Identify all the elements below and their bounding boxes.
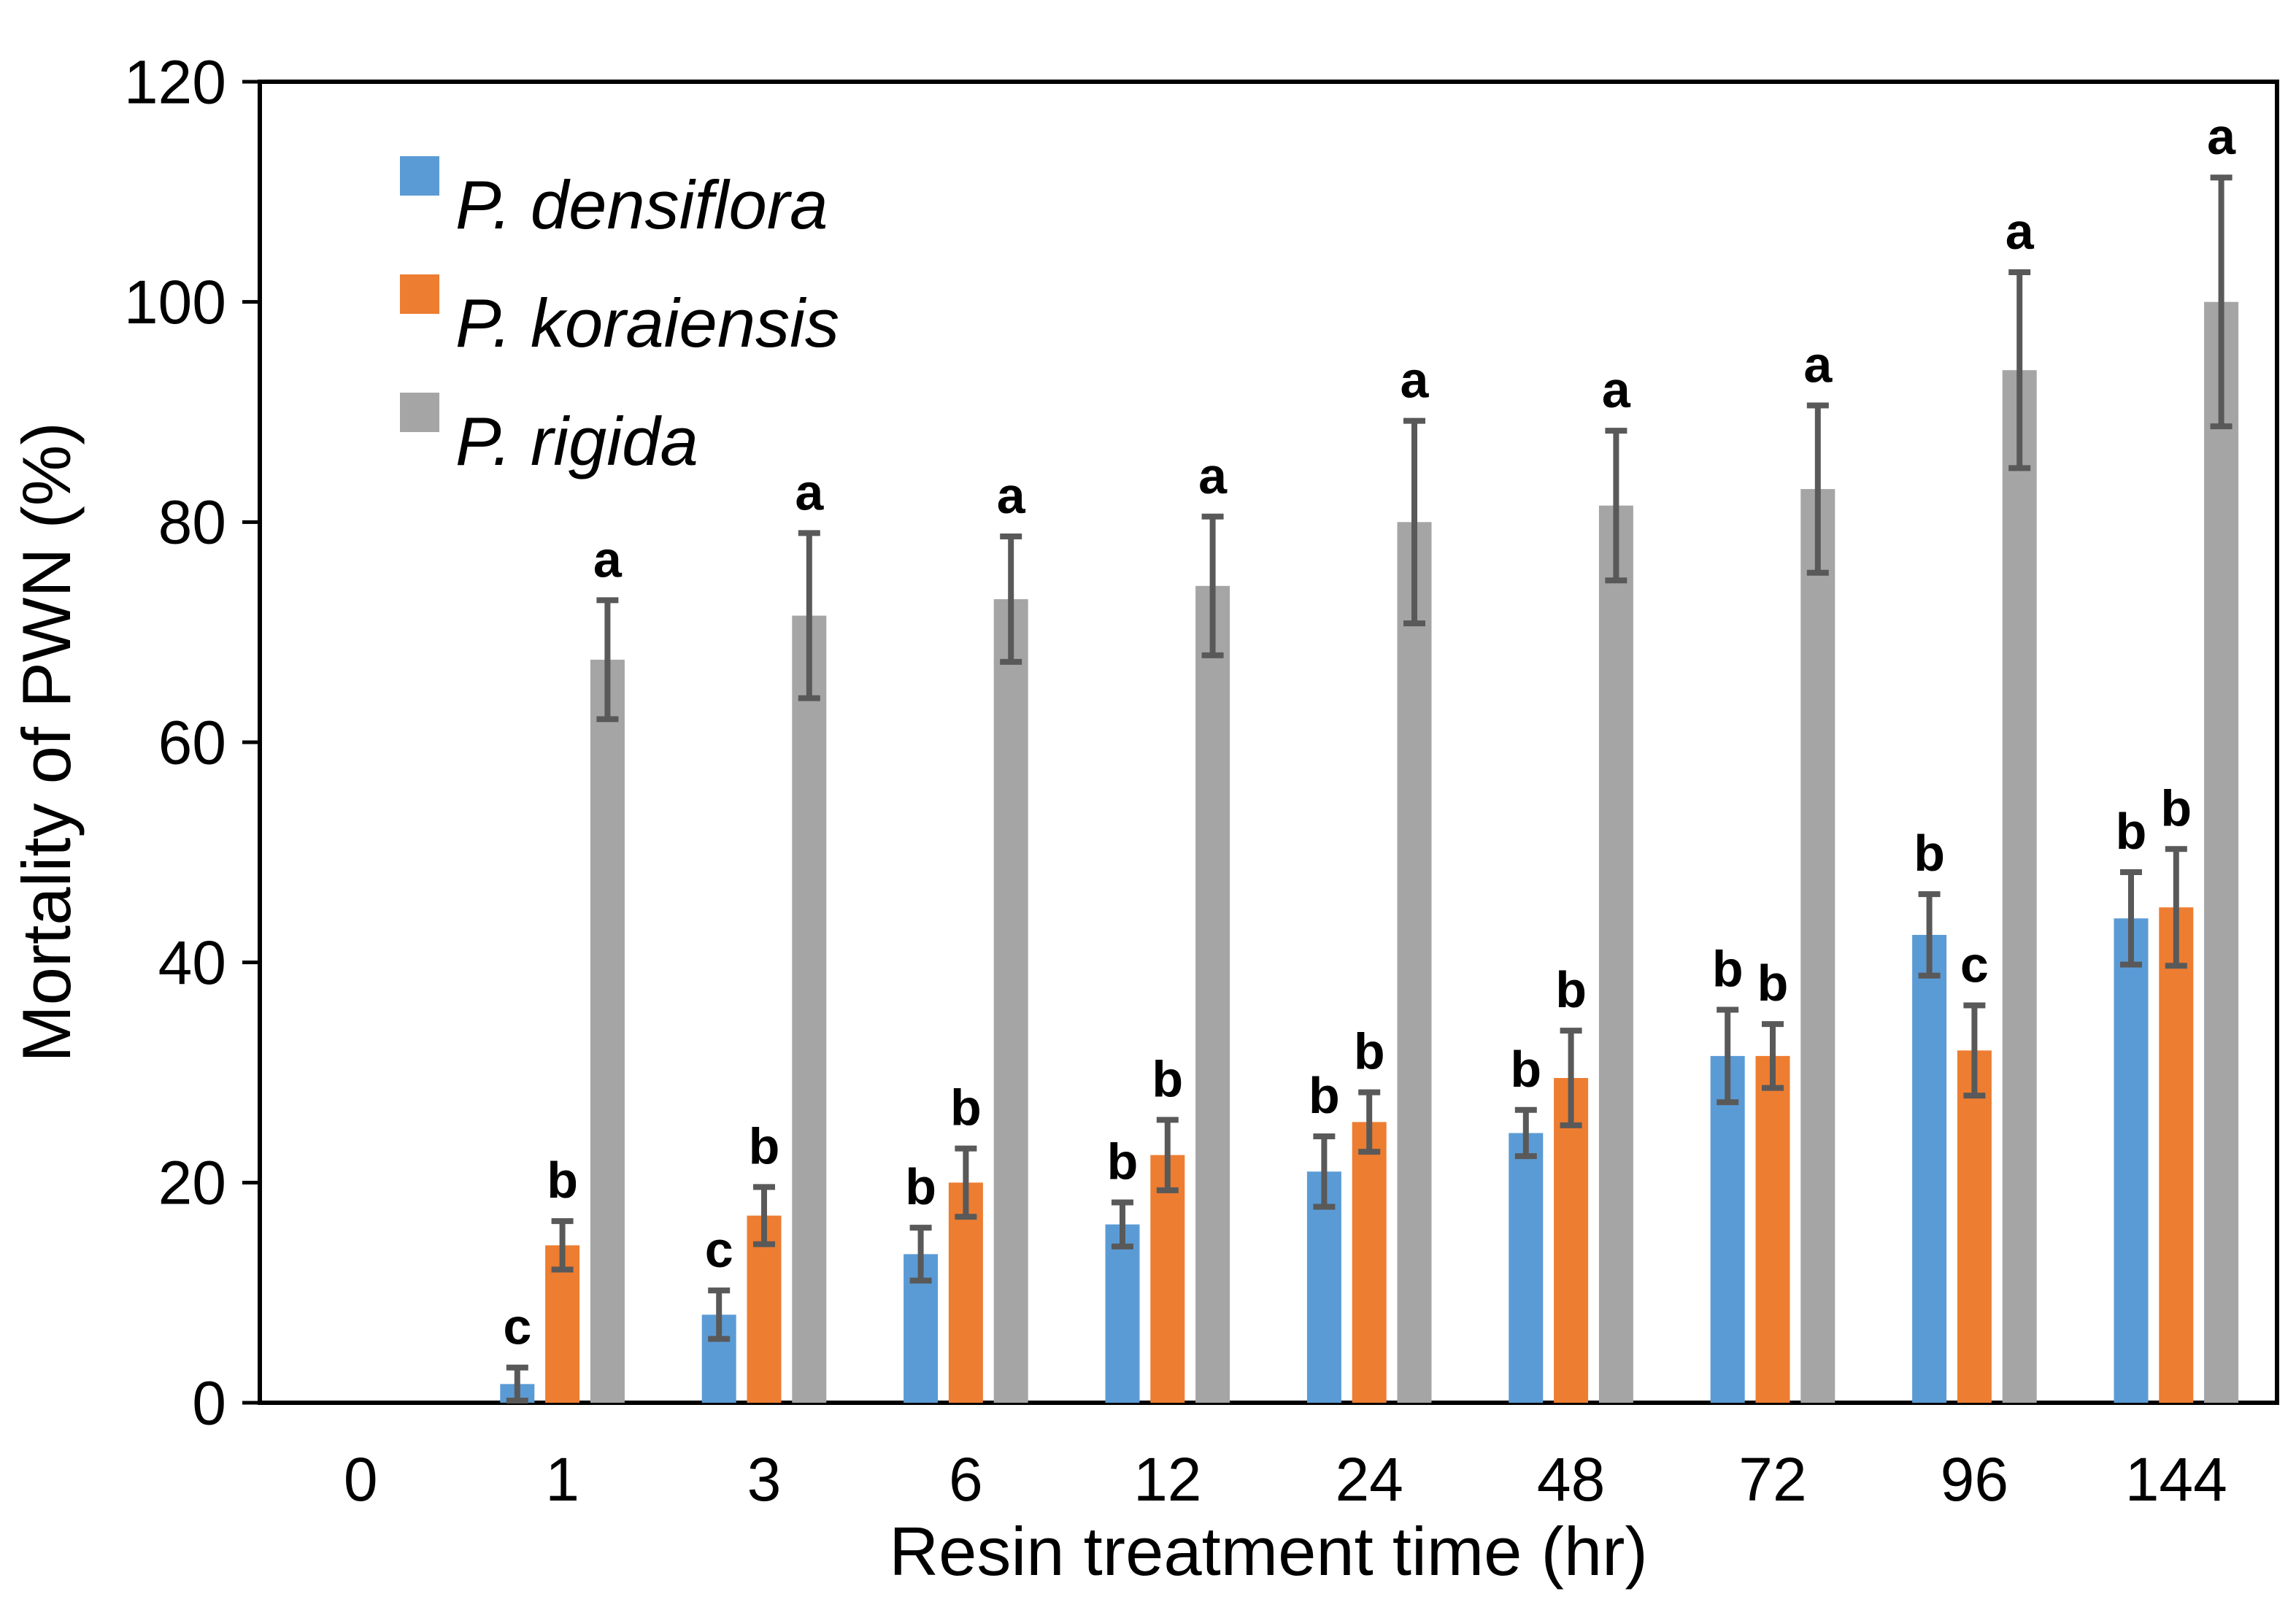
significance-letter: b bbox=[905, 1158, 936, 1215]
bar-p-rigida bbox=[1397, 522, 1432, 1403]
x-tick-label: 24 bbox=[1335, 1445, 1403, 1514]
y-tick-label: 40 bbox=[158, 928, 226, 997]
significance-letter: a bbox=[795, 463, 824, 520]
significance-letter: a bbox=[1602, 361, 1631, 418]
y-tick-label: 0 bbox=[192, 1368, 226, 1437]
x-axis-title: Resin treatment time (hr) bbox=[889, 1513, 1648, 1590]
significance-letter: b bbox=[1757, 955, 1789, 1012]
significance-letter: b bbox=[1555, 961, 1587, 1018]
bar-p-koraiensis bbox=[2159, 907, 2194, 1403]
x-tick-label: 96 bbox=[1941, 1445, 2008, 1514]
y-tick-label: 100 bbox=[124, 268, 226, 336]
y-axis-title: Mortality of PWN (%) bbox=[8, 422, 85, 1062]
significance-letter: c bbox=[705, 1221, 733, 1278]
significance-letter: a bbox=[2207, 108, 2236, 165]
significance-letter: b bbox=[1712, 941, 1744, 998]
bar-p-koraiensis bbox=[1150, 1155, 1185, 1403]
bar-p-rigida bbox=[590, 659, 625, 1403]
significance-letter: b bbox=[950, 1079, 982, 1136]
significance-letter: b bbox=[1107, 1133, 1139, 1190]
bar-p-densiflora bbox=[2114, 918, 2149, 1403]
bar-p-rigida bbox=[2002, 370, 2037, 1403]
bar-p-koraiensis bbox=[1957, 1050, 1992, 1403]
x-tick-label: 3 bbox=[747, 1445, 782, 1514]
y-tick-label: 60 bbox=[158, 708, 226, 777]
significance-letter: c bbox=[1960, 936, 1989, 993]
legend-label: P. densiflora bbox=[455, 166, 828, 243]
significance-letter: a bbox=[593, 531, 623, 588]
bar-p-densiflora bbox=[1912, 934, 1947, 1403]
x-tick-label: 48 bbox=[1537, 1445, 1605, 1514]
legend-swatch-p-densiflora bbox=[400, 156, 439, 196]
bar-p-koraiensis bbox=[1755, 1055, 1790, 1403]
bar-p-densiflora bbox=[1710, 1055, 1745, 1403]
significance-letter: a bbox=[997, 467, 1026, 524]
legend-swatch-p-koraiensis bbox=[400, 274, 439, 314]
x-tick-label: 0 bbox=[344, 1445, 378, 1514]
significance-letter: b bbox=[2116, 803, 2147, 860]
bar-p-rigida bbox=[1195, 585, 1230, 1403]
significance-letter: c bbox=[503, 1298, 531, 1355]
bar-p-densiflora bbox=[1306, 1171, 1341, 1403]
bar-p-rigida bbox=[993, 598, 1028, 1403]
bar-p-koraiensis bbox=[1352, 1122, 1387, 1403]
bar-p-rigida bbox=[1598, 505, 1633, 1403]
significance-letter: b bbox=[2160, 779, 2192, 836]
significance-letter: a bbox=[1803, 336, 1833, 393]
significance-letter: b bbox=[1152, 1050, 1183, 1107]
significance-letter: b bbox=[1914, 825, 1945, 882]
significance-letter: b bbox=[1309, 1067, 1340, 1124]
legend-swatch-p-rigida bbox=[400, 393, 439, 432]
bar-p-rigida bbox=[2204, 301, 2239, 1403]
x-tick-label: 144 bbox=[2125, 1445, 2227, 1514]
significance-letter: b bbox=[1354, 1023, 1385, 1080]
y-tick-label: 120 bbox=[124, 47, 226, 116]
significance-letter: b bbox=[547, 1152, 578, 1209]
bar-p-rigida bbox=[792, 615, 827, 1403]
y-tick-label: 80 bbox=[158, 488, 226, 557]
legend-label: P. rigida bbox=[455, 403, 698, 480]
x-tick-label: 12 bbox=[1133, 1445, 1201, 1514]
legend-label: P. koraiensis bbox=[455, 285, 839, 361]
bar-p-rigida bbox=[1800, 489, 1835, 1403]
bar-p-densiflora bbox=[1509, 1133, 1544, 1403]
y-tick-label: 20 bbox=[158, 1149, 226, 1217]
significance-letter: b bbox=[1510, 1041, 1541, 1098]
bar-p-koraiensis bbox=[1554, 1078, 1589, 1403]
bar-p-densiflora bbox=[1105, 1224, 1140, 1403]
significance-letter: a bbox=[2006, 203, 2035, 260]
significance-letter: b bbox=[749, 1117, 780, 1174]
x-tick-label: 6 bbox=[949, 1445, 983, 1514]
significance-letter: a bbox=[1198, 447, 1228, 504]
x-tick-label: 1 bbox=[545, 1445, 579, 1514]
x-tick-label: 72 bbox=[1738, 1445, 1806, 1514]
significance-letter: a bbox=[1401, 352, 1430, 409]
